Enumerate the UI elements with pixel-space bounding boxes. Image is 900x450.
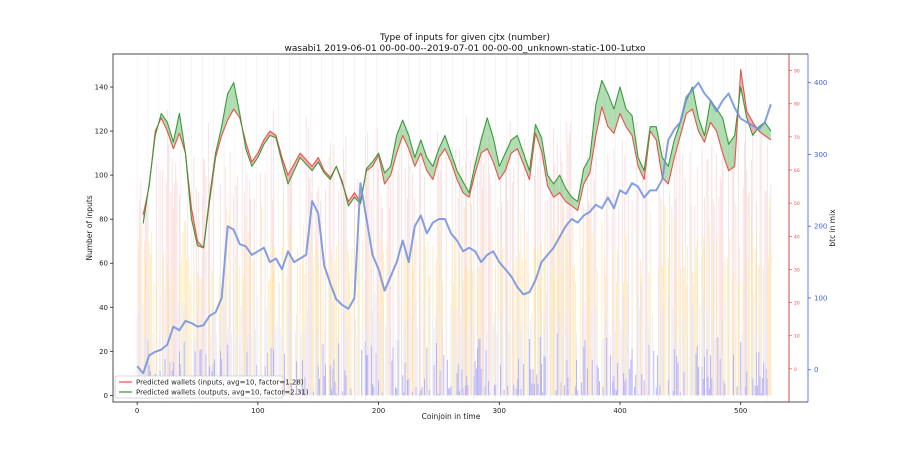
y-tick-label: 40 xyxy=(99,304,108,312)
fill-outputs-above xyxy=(680,100,687,136)
fill-outputs-above xyxy=(668,139,675,184)
bars-layer xyxy=(136,56,772,402)
fill-outputs-above xyxy=(384,166,391,184)
fill-outputs-above xyxy=(553,175,560,198)
legend-label-outputs: Predicted wallets (outputs, avg=10, fact… xyxy=(136,389,309,397)
fill-outputs-above xyxy=(595,80,602,136)
right2-tick-label: 400 xyxy=(814,79,827,87)
fill-inputs-above xyxy=(263,131,270,145)
fill-outputs-above xyxy=(426,157,433,180)
series-line-btc xyxy=(136,81,772,375)
right1-tick-label: 50 xyxy=(794,201,800,207)
fill-outputs-above xyxy=(716,109,723,154)
fill-outputs-above xyxy=(571,197,578,211)
right1-tick-label: 60 xyxy=(794,168,800,174)
right1-tick-label: 20 xyxy=(794,301,800,307)
right2-tick-label: 0 xyxy=(814,366,818,374)
right1-tick-label: 80 xyxy=(794,102,800,108)
x-axis: 0 100 200 300 400 500 xyxy=(135,402,747,415)
fill-inputs-above xyxy=(300,153,307,165)
lines-layer xyxy=(136,68,772,375)
chart-subtitle: wasabi1 2019-06-01 00-00-00--2019-07-01 … xyxy=(285,44,646,54)
legend-label-inputs: Predicted wallets (inputs, avg=10, facto… xyxy=(136,379,304,387)
fill-outputs-above xyxy=(626,109,633,136)
fill-outputs-above xyxy=(511,135,518,154)
x-tick-label: 500 xyxy=(734,407,747,415)
y-axis-label: Number of inputs xyxy=(85,195,94,260)
right1-tick-label: 30 xyxy=(794,267,800,273)
y-tick-label: 120 xyxy=(95,128,108,136)
fill-outputs-above xyxy=(583,157,590,184)
fill-outputs-above xyxy=(764,122,771,140)
fill-inputs-above xyxy=(251,153,258,167)
fill-outputs-above xyxy=(758,122,765,136)
fill-inputs-above xyxy=(288,164,295,184)
fill-outputs-above xyxy=(457,170,464,193)
x-tick-label: 400 xyxy=(613,407,626,415)
right1-tick-label: 90 xyxy=(794,69,800,75)
fill-outputs-above xyxy=(444,135,451,162)
chart-title: Type of inputs for given cjtx (number) xyxy=(379,33,550,43)
y-tick-label: 0 xyxy=(104,392,108,400)
fill-inputs-above xyxy=(348,192,355,206)
y-tick-label: 80 xyxy=(99,216,108,224)
x-tick-label: 200 xyxy=(372,407,385,415)
fill-outputs-above xyxy=(402,120,409,149)
y-axis-left: 0 20 40 60 80 100 120 140 xyxy=(95,84,113,400)
fill-outputs-above xyxy=(420,139,427,171)
fill-outputs-above xyxy=(686,87,693,114)
fill-outputs-above xyxy=(674,122,681,158)
fill-outputs-above xyxy=(638,157,645,180)
y-tick-label: 140 xyxy=(95,84,108,92)
fill-outputs-above xyxy=(505,139,512,171)
series-line-outputs xyxy=(142,79,772,249)
fill-outputs-above xyxy=(607,93,614,134)
fill-outputs-above xyxy=(396,120,403,154)
fill-outputs-above xyxy=(728,135,735,171)
fill-outputs-above xyxy=(650,126,657,140)
fill-outputs-above xyxy=(601,80,608,127)
right2-tick-label: 100 xyxy=(814,294,827,302)
series-line-inputs xyxy=(142,68,772,249)
fill-outputs-above xyxy=(559,175,566,202)
right2-tick-label: 300 xyxy=(814,151,827,159)
fill-outputs-above xyxy=(414,139,421,167)
fill-outputs-above xyxy=(613,87,620,134)
right2-tick-label: 200 xyxy=(814,223,827,231)
right1-tick-label: 10 xyxy=(794,334,800,340)
x-tick-label: 300 xyxy=(493,407,506,415)
fill-outputs-above xyxy=(493,137,500,180)
fill-outputs-above xyxy=(438,135,445,158)
y-tick-label: 60 xyxy=(99,260,108,268)
fill-inputs-above xyxy=(306,159,313,171)
right-axis-label: btc in mix xyxy=(828,209,837,247)
fill-outputs-above xyxy=(565,188,572,206)
fill-outputs-above xyxy=(451,153,458,180)
x-axis-label: Coinjoin in time xyxy=(422,412,481,421)
y-tick-label: 100 xyxy=(95,172,108,180)
fill-outputs-above xyxy=(517,135,524,165)
fill-outputs-above xyxy=(432,148,439,180)
fill-inputs-above xyxy=(312,157,319,171)
fill-outputs-above xyxy=(620,87,627,127)
fill-outputs-above xyxy=(535,124,542,151)
x-tick-label: 100 xyxy=(251,407,264,415)
x-tick-label: 0 xyxy=(135,407,139,415)
y-tick-label: 20 xyxy=(99,348,108,356)
fill-outputs-above xyxy=(523,153,530,180)
legend-box xyxy=(114,375,284,399)
fill-outputs-above xyxy=(481,117,488,154)
legend: Predicted wallets (inputs, avg=10, facto… xyxy=(114,375,309,399)
y-axis-right-inner: 0 10 20 30 40 50 60 70 80 90 xyxy=(788,54,800,402)
fill-outputs-above xyxy=(692,87,699,132)
plot-area xyxy=(112,53,790,403)
right1-tick-label: 0 xyxy=(794,367,797,373)
fill-outputs-above xyxy=(408,135,415,167)
right1-tick-label: 40 xyxy=(794,234,800,240)
right1-tick-label: 70 xyxy=(794,135,800,141)
fill-outputs-above xyxy=(547,175,554,198)
